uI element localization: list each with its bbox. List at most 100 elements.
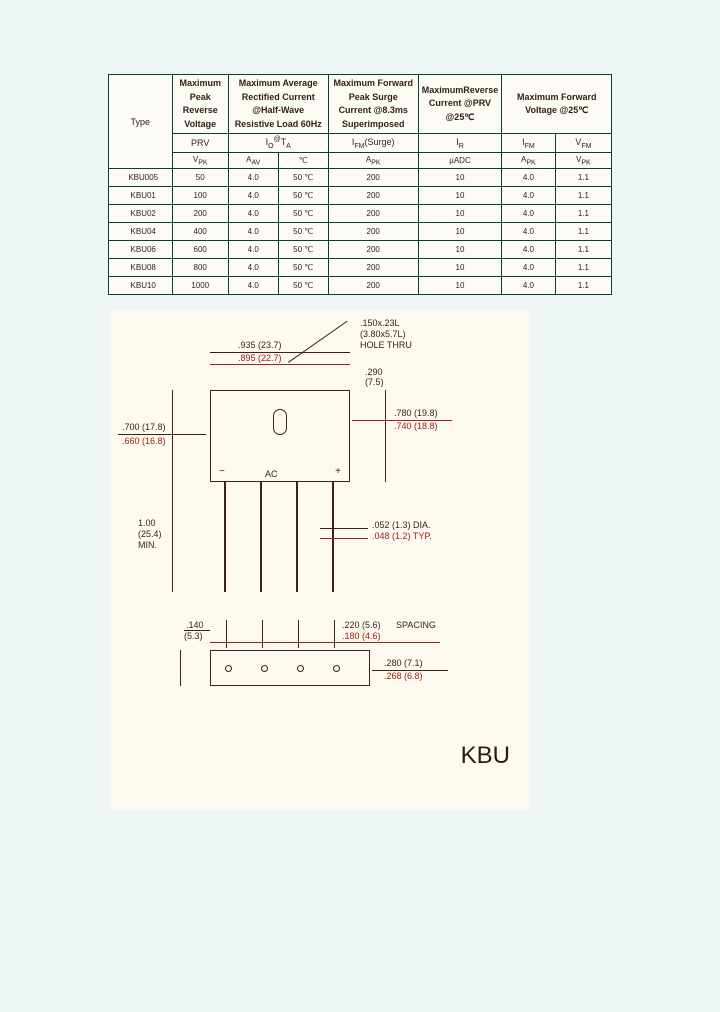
table-row: KBU022004.050 ℃200104.01.1 (108, 205, 612, 223)
unit-apk: APK (328, 152, 418, 169)
col-header-ir: MaximumReverse Current @PRV @25℃ (418, 75, 502, 134)
dim-width2: (5.3) (184, 631, 203, 641)
component-body: − AC + (210, 390, 350, 482)
data-cell: 1.1 (555, 169, 612, 187)
table-row: KBU066004.050 ℃200104.01.1 (108, 241, 612, 259)
package-diagram: .935 (23.7) .895 (22.7) .150x.23L (3.80x… (110, 310, 530, 810)
dim-right-inner: .740 (18.8) (394, 421, 438, 431)
data-cell: 200 (328, 187, 418, 205)
dim-left-top: .700 (17.8) (122, 422, 166, 432)
data-cell: 4.0 (228, 241, 278, 259)
data-cell: 50 ℃ (278, 169, 328, 187)
data-cell: 200 (328, 241, 418, 259)
data-cell: 1.1 (555, 187, 612, 205)
pin-hole-2 (261, 665, 268, 672)
dim-top-outer: .935 (23.7) (238, 340, 282, 350)
col-header-ifm: Maximum Forward Peak Surge Current @8.3m… (328, 75, 418, 134)
table-row: KBU011004.050 ℃200104.01.1 (108, 187, 612, 205)
data-cell: 10 (418, 187, 502, 205)
symbol-ifm2: IFM (502, 134, 555, 153)
data-cell: 50 ℃ (278, 223, 328, 241)
minus-label: − (219, 466, 225, 477)
data-cell: 1.1 (555, 277, 612, 295)
data-cell: 50 ℃ (278, 277, 328, 295)
symbol-ifm: IFM(Surge) (328, 134, 418, 153)
data-cell: 4.0 (502, 277, 555, 295)
table-row: KBU005504.050 ℃200104.01.1 (108, 169, 612, 187)
mounting-hole (273, 409, 287, 435)
lead-3 (296, 482, 298, 592)
data-cell: 200 (328, 223, 418, 241)
data-cell: 10 (418, 223, 502, 241)
col-header-io: Maximum Average Rectified Current @Half-… (228, 75, 328, 134)
data-cell: 10 (418, 241, 502, 259)
data-cell: 4.0 (502, 187, 555, 205)
data-cell: 4.0 (502, 259, 555, 277)
data-cell: 4.0 (228, 223, 278, 241)
data-cell: 200 (328, 169, 418, 187)
symbol-ir: IR (418, 134, 502, 153)
data-cell: 50 ℃ (278, 187, 328, 205)
data-cell: 10 (418, 259, 502, 277)
data-cell: 1.1 (555, 205, 612, 223)
data-cell: 4.0 (228, 259, 278, 277)
symbol-prv: PRV (172, 134, 228, 153)
dim-left-bot: .660 (16.8) (122, 436, 166, 446)
dim-hole-note: .150x.23L (3.80x5.7L) HOLE THRU (360, 318, 412, 350)
dim-hole-offset: .290 (7.5) (365, 368, 384, 388)
data-cell: 4.0 (228, 187, 278, 205)
pin-hole-3 (297, 665, 304, 672)
dim-spacing2: .180 (4.6) (342, 631, 381, 641)
dim-lead-len: 1.00 (25.4) MIN. (138, 518, 162, 550)
unit-degc: ℃ (278, 152, 328, 169)
plus-label: + (335, 466, 341, 477)
type-cell: KBU005 (108, 169, 172, 187)
col-header-prv: Maximum Peak Reverse Voltage (172, 75, 228, 134)
data-cell: 200 (328, 205, 418, 223)
col-header-vfm: Maximum Forward Voltage @25℃ (502, 75, 612, 134)
table-row: KBU1010004.050 ℃200104.01.1 (108, 277, 612, 295)
type-cell: KBU02 (108, 205, 172, 223)
data-cell: 50 (172, 169, 228, 187)
dim-lead-dia: .052 (1.3) DIA. (372, 520, 431, 530)
type-cell: KBU10 (108, 277, 172, 295)
dim-thick1: .280 (7.1) (384, 658, 423, 668)
unit-aav: AAV (228, 152, 278, 169)
unit-apk2: APK (502, 152, 555, 169)
pin-hole-1 (225, 665, 232, 672)
type-cell: KBU04 (108, 223, 172, 241)
symbol-io: IO@TA (228, 134, 328, 153)
spec-table: Type Maximum Peak Reverse Voltage Maximu… (108, 74, 613, 295)
data-cell: 200 (328, 277, 418, 295)
data-cell: 4.0 (228, 205, 278, 223)
pin-hole-4 (333, 665, 340, 672)
data-cell: 50 ℃ (278, 241, 328, 259)
type-cell: KBU06 (108, 241, 172, 259)
header-link (30, 40, 690, 54)
component-label: KBU (461, 742, 510, 770)
lead-4 (332, 482, 334, 592)
data-cell: 600 (172, 241, 228, 259)
data-cell: 10 (418, 277, 502, 295)
data-cell: 50 ℃ (278, 205, 328, 223)
dim-lead-dia2: .048 (1.2) TYP. (372, 531, 432, 541)
lead-1 (224, 482, 226, 592)
type-cell: KBU01 (108, 187, 172, 205)
data-cell: 10 (418, 169, 502, 187)
data-cell: 10 (418, 205, 502, 223)
data-cell: 100 (172, 187, 228, 205)
ac-label: AC (265, 469, 278, 479)
type-header: Type (108, 75, 172, 169)
data-cell: 200 (328, 259, 418, 277)
data-cell: 200 (172, 205, 228, 223)
dim-spacing-label: SPACING (396, 620, 436, 630)
data-cell: 4.0 (502, 205, 555, 223)
type-cell: KBU08 (108, 259, 172, 277)
data-cell: 4.0 (502, 241, 555, 259)
unit-uadc: µADC (418, 152, 502, 169)
table-row: KBU044004.050 ℃200104.01.1 (108, 223, 612, 241)
data-cell: 1.1 (555, 223, 612, 241)
bottom-view (210, 650, 370, 686)
table-row: KBU088004.050 ℃200104.01.1 (108, 259, 612, 277)
unit-vpk: VPK (172, 152, 228, 169)
